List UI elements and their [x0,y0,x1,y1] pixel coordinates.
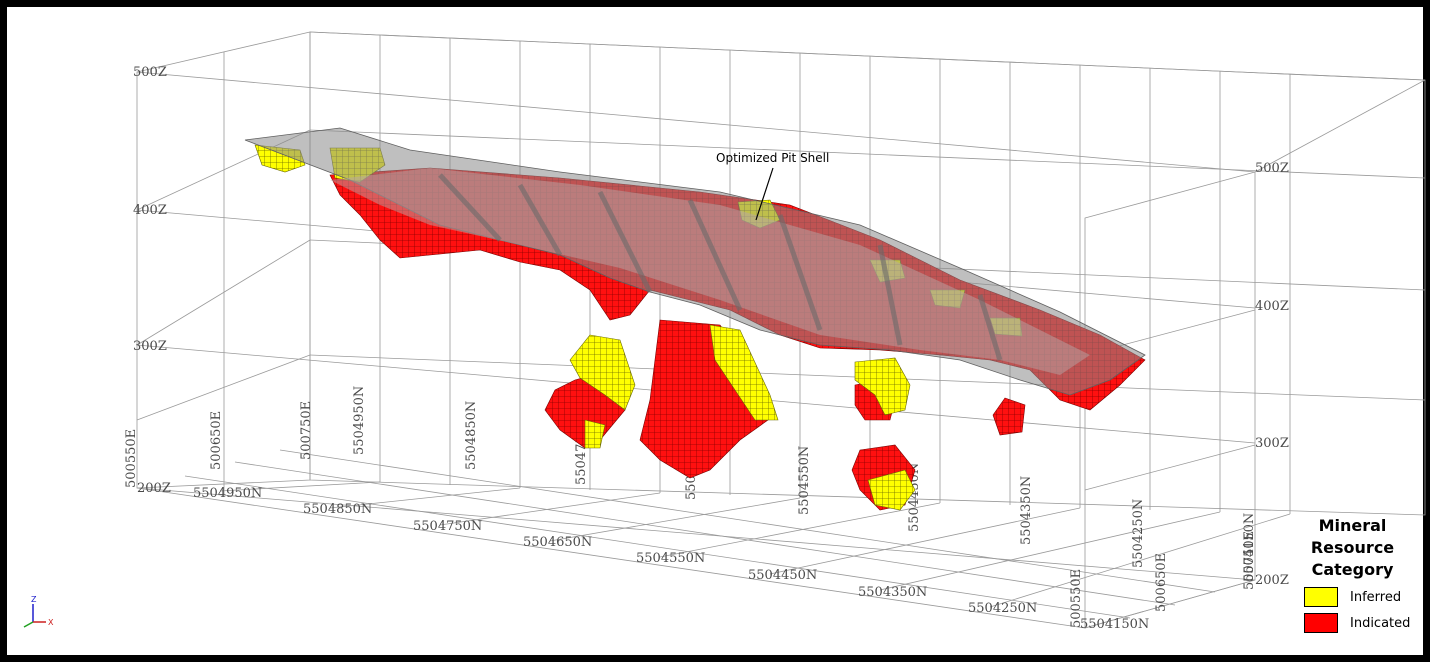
inferred-south [867,469,916,511]
legend-title-line-1: Mineral [1318,516,1387,535]
elevation-labels-left: 500Z 400Z 300Z 200Z [133,65,171,496]
orientation-triad: Z X [23,595,54,628]
elev-right-2: 300Z [1255,436,1289,451]
elev-left-3: 200Z [137,481,171,496]
east-pod [992,397,1026,436]
north-vert-1: 5504850N [464,401,479,470]
easting-labels-right: 500550E 500650E 500750E [1069,531,1257,628]
elev-left-2: 300Z [133,339,167,354]
legend-title-line-2: Resource [1310,538,1395,557]
triad-z-label: Z [31,595,37,604]
inferred-mid [854,357,911,416]
legend: Mineral Resource Category Inferred Indic… [1290,515,1415,633]
north-vert-4: 5504550N [797,446,812,515]
north-vert-8: 5504150N [1242,513,1257,582]
north-vert-6: 5504350N [1019,476,1034,545]
north-vert-0: 5504950N [352,386,367,455]
east-right-1: 500650E [1154,553,1169,612]
east-right-2: 500750E [1242,531,1257,590]
east-right-0: 500550E [1069,569,1084,628]
northing-labels-vertical: 5504950N 5504850N 5504750N 5504650N 5504… [352,386,1257,582]
legend-title-line-3: Category [1311,560,1394,579]
easting-labels-left: 500550E 500650E 500750E [124,401,314,488]
elev-right-0: 500Z [1255,161,1289,176]
north-vert-7: 5504250N [1131,499,1146,568]
legend-swatch-indicated [1304,613,1338,633]
north-bottom-7: 5504250N [968,601,1037,616]
north-bottom-3: 5504650N [523,535,592,550]
elev-right-1: 400Z [1255,299,1289,314]
east-left-2: 500750E [299,401,314,460]
triad-x-label: X [48,618,54,627]
north-bottom-6: 5504350N [858,585,927,600]
legend-label-indicated: Indicated [1350,615,1411,631]
north-bottom-8: 5504150N [1080,617,1149,632]
legend-label-inferred: Inferred [1350,589,1402,605]
north-bottom-5: 5504450N [748,568,817,583]
north-bottom-4: 5504550N [636,551,705,566]
northing-labels-bottom: 5504950N 5504850N 5504750N 5504650N 5504… [193,486,1149,632]
legend-item-indicated: Indicated [1304,613,1415,633]
north-bottom-0: 5504950N [193,486,262,501]
annotation-leader [755,167,774,221]
elev-right-3: 200Z [1255,573,1289,588]
east-left-0: 500550E [124,429,139,488]
elev-left-1: 400Z [133,203,167,218]
legend-item-inferred: Inferred [1304,587,1415,607]
north-bottom-1: 5504850N [303,502,372,517]
legend-swatch-inferred [1304,587,1338,607]
inferred-central [709,324,779,421]
inferred-west-pod [569,334,636,411]
pit-shell [244,127,1146,396]
legend-title: Mineral Resource Category [1290,515,1415,581]
pit-shell-annotation: Optimized Pit Shell [716,151,830,165]
north-bottom-2: 5504750N [413,519,482,534]
inferred-west-lower [584,419,606,449]
east-left-1: 500650E [209,411,224,470]
elev-left-0: 500Z [133,65,167,80]
elevation-labels-right: 500Z 400Z 300Z 200Z [1255,161,1289,588]
